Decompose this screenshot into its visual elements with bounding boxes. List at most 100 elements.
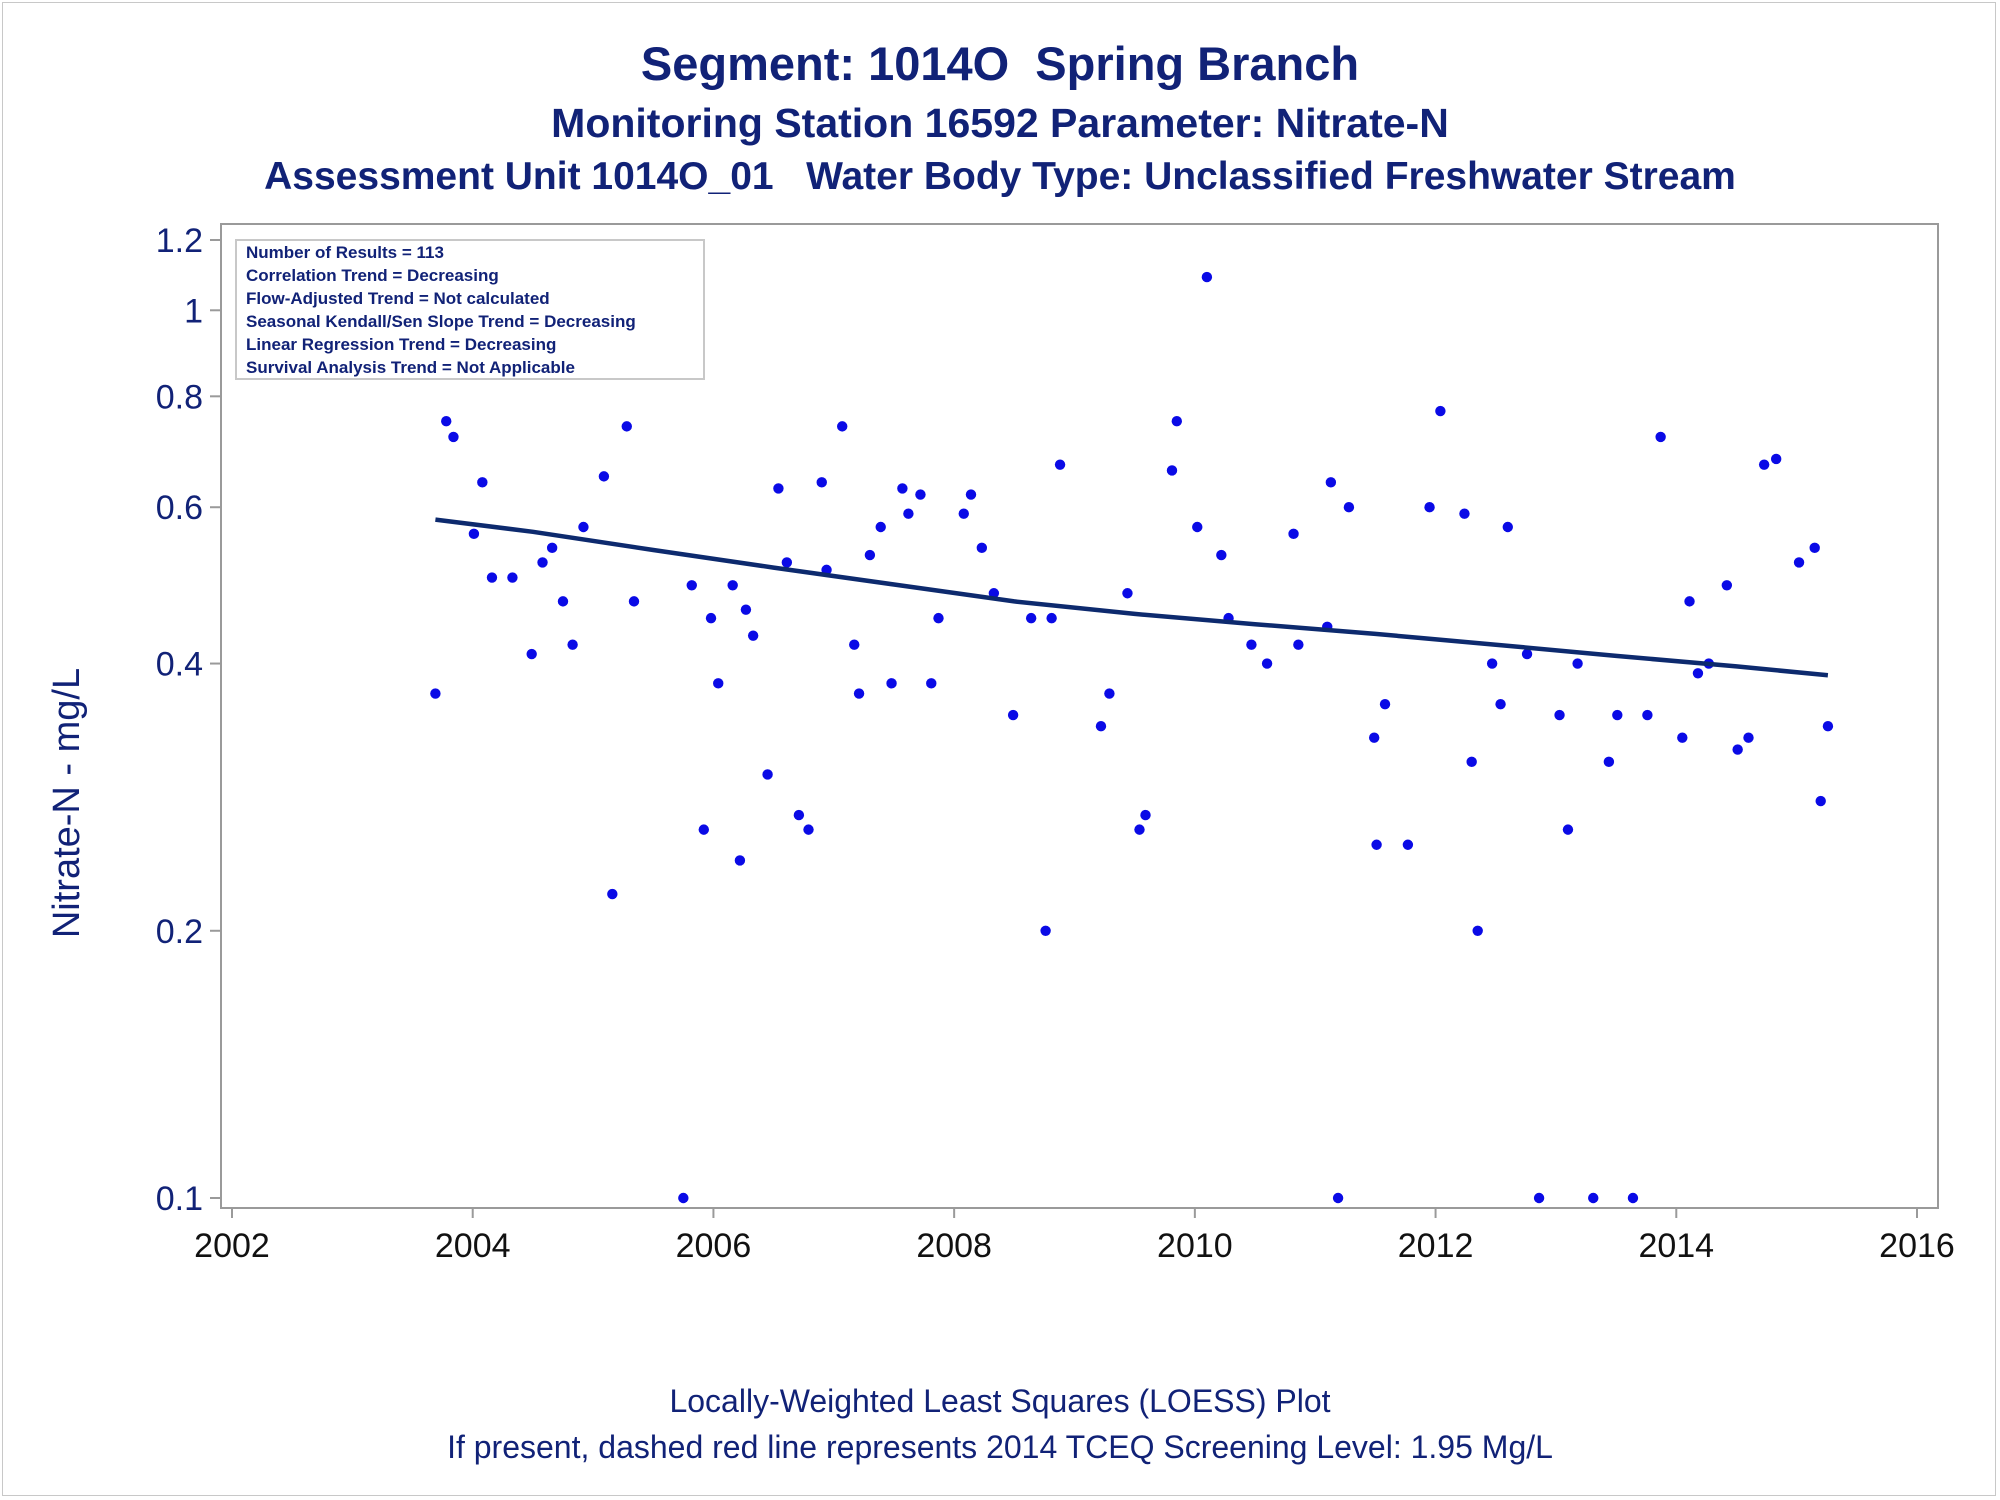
stat-number-of-results: Number of Results = 113 [246,243,444,262]
y-tick-label: 0.6 [156,489,203,527]
x-tick-label: 2012 [1398,1227,1474,1265]
data-point [965,489,977,500]
y-axis-label: Nitrate-N - mg/L [46,668,88,938]
data-point [1486,658,1498,669]
data-point [849,639,860,650]
data-point [598,471,610,482]
data-point [1466,756,1477,768]
data-point [1533,1192,1545,1204]
data-point [837,421,848,432]
data-point [1046,612,1057,624]
data-point [734,855,746,866]
data-point [1612,709,1623,721]
data-point [1379,698,1391,710]
data-point [1192,521,1203,533]
data-point [705,612,717,624]
loess-trend-line [435,517,1829,678]
x-tick-label: 2004 [435,1227,511,1265]
data-point [1343,502,1355,513]
data-point [1642,709,1653,721]
data-point [1293,639,1304,650]
data-point [903,508,914,519]
x-tick-label: 2002 [194,1227,270,1265]
data-point [1371,839,1382,850]
data-point [875,521,886,533]
data-point [1684,596,1695,607]
data-point [537,557,548,568]
data-point [1495,698,1506,710]
data-point [628,596,640,607]
stats-box [235,239,705,380]
data-point [1793,557,1805,568]
data-point [686,580,697,591]
data-point [1040,925,1051,936]
x-tick-label: 2006 [676,1227,752,1265]
data-point [933,612,944,624]
data-point [1502,521,1513,533]
data-point [557,596,569,607]
y-tick-label: 1.2 [156,222,203,260]
data-point [1201,271,1213,283]
data-point [1732,744,1743,755]
stat-linear-regression-trend: Linear Regression Trend = Decreasing [246,335,557,354]
data-point [1743,732,1754,743]
data-point [477,477,488,488]
data-point [1095,721,1107,732]
data-point [864,549,876,561]
chart-subtitle-assessment: Assessment Unit 1014O_01 Water Body Type… [264,155,1736,198]
data-point [1104,688,1115,699]
plot-marks: 2002 2004 2006 2008 2010 2012 2014 2016 0.1 0.2 0.… [156,222,1955,1265]
stat-flow-adjusted-trend: Flow-Adjusted Trend = Not calculated [246,289,550,308]
data-point [1368,732,1380,743]
data-point [853,688,865,699]
data-point [1692,668,1704,679]
data-point [1721,580,1733,591]
data-point [1562,824,1574,835]
data-point [976,542,988,554]
x-tick-label: 2014 [1638,1227,1714,1265]
y-tick-label: 1 [184,292,203,330]
data-point [698,824,709,835]
data-point [1603,756,1615,768]
data-point [781,557,793,568]
data-point [727,580,738,591]
data-point [773,483,784,494]
data-point [526,648,537,660]
stat-seasonal-kendall-trend: Seasonal Kendall/Sen Slope Trend = Decre… [246,312,636,331]
stat-survival-analysis-trend: Survival Analysis Trend = Not Applicable [246,358,575,377]
data-point [1288,528,1299,540]
footnote-loess: Locally-Weighted Least Squares (LOESS) P… [669,1383,1331,1419]
data-point [1472,925,1483,936]
data-point [762,769,773,780]
data-point [803,824,814,835]
data-point [1435,405,1446,417]
x-tick-label: 2010 [1157,1227,1233,1265]
data-point [1554,709,1565,721]
data-point [507,572,518,583]
data-point [1655,431,1666,443]
data-point [926,678,937,689]
data-point [1822,721,1834,732]
y-tick-label: 0.4 [156,646,203,684]
data-point [1815,795,1826,807]
data-point [1171,415,1183,427]
data-point [1134,824,1145,835]
data-point [567,639,578,650]
data-point [1261,658,1273,669]
data-point [1402,839,1414,850]
footnote-screening-level: If present, dashed red line represents 2… [447,1429,1553,1465]
data-point [1246,639,1257,650]
data-point [578,521,589,533]
data-point [816,477,827,488]
data-point [897,483,908,494]
data-point [1216,549,1227,561]
chart-title: Segment: 1014O Spring Branch [640,37,1360,90]
data-point [1007,709,1019,721]
data-point [468,528,480,540]
data-point [915,489,926,500]
data-point [1758,459,1770,470]
data-point [546,542,558,554]
y-tick-label: 0.2 [156,913,203,951]
data-point [1572,658,1583,669]
